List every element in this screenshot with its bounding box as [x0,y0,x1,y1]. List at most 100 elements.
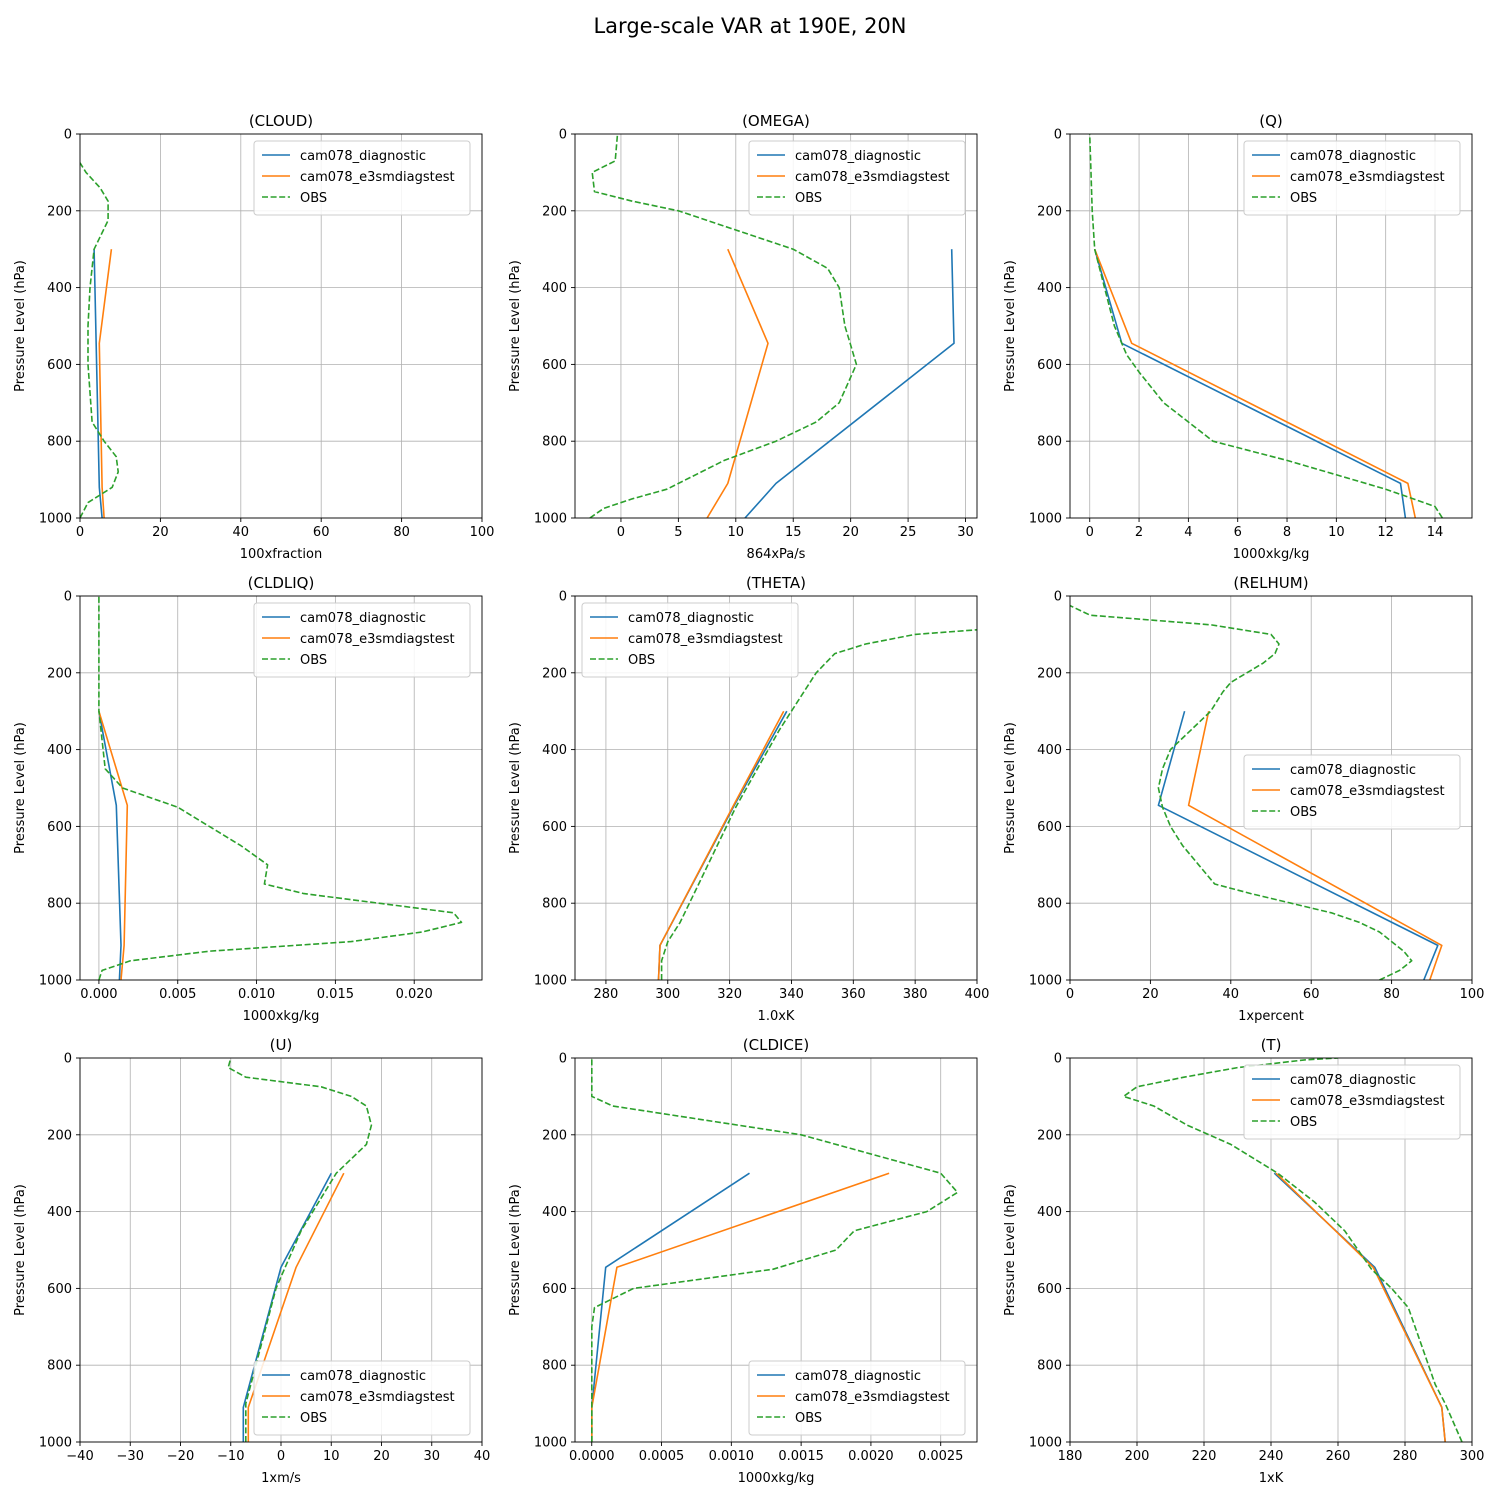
y-tick-label: 200 [47,1128,72,1143]
series-group [98,596,463,980]
x-tick-label: 2 [1135,525,1143,540]
y-tick-label: 0 [559,128,567,143]
series-group [1122,1058,1463,1442]
y-tick-label: 1000 [534,512,567,527]
x-tick-label: 0.010 [238,987,275,1002]
x-tick-label: 220 [1192,1449,1217,1464]
y-tick-label: 600 [1037,1282,1062,1297]
y-tick-label: 600 [47,358,72,373]
legend-label: OBS [1290,805,1317,820]
legend-label: OBS [300,1411,327,1426]
x-tick-label: 0.0015 [778,1449,824,1464]
series-line-cam078_diagnostic [98,711,122,980]
x-tick-label: 25 [900,525,917,540]
x-axis-label: 1xK [1259,1471,1284,1486]
x-tick-label: 80 [1383,987,1400,1002]
subplot-title: (CLOUD) [249,112,313,130]
legend-label: OBS [628,653,655,668]
y-tick-label: 800 [1037,1359,1062,1374]
y-tick-label: 800 [47,1359,72,1374]
x-tick-label: 10 [323,1449,340,1464]
x-tick-label: 0 [76,525,84,540]
y-tick-label: 200 [1037,1128,1062,1143]
x-tick-label: 100 [470,525,495,540]
x-tick-label: 0.0005 [639,1449,685,1464]
subplot-5: 280 300 320 340 360 380 400 0 200 400 600 800 1000 (T… [508,574,989,1024]
subplot-4: 0.000 0.005 0.010 0.015 0.020 0 200 400 600 800 10… [13,574,483,1024]
x-tick-label: 14 [1427,525,1444,540]
y-tick-label: 400 [542,1205,567,1220]
x-tick-label: 5 [674,525,682,540]
legend-box [748,1360,966,1436]
y-tick-label: 1000 [39,512,72,527]
axes-frame [79,133,483,519]
series-line-OBS [1122,1058,1463,1442]
series-group [227,1058,373,1442]
y-tick-label: 0 [64,128,72,143]
x-tick-label: 0 [1086,525,1094,540]
legend-label: cam078_diagnostic [1290,1073,1416,1088]
x-tick-label: 0 [277,1449,285,1464]
legend-label: cam078_diagnostic [1290,149,1416,164]
axes-frame [1069,133,1473,519]
legend-label: cam078_e3smdiagstest [1290,784,1445,799]
y-tick-label: 200 [47,666,72,681]
x-axis-label: 864xPa/s [747,547,806,562]
y-tick-label: 400 [1037,743,1062,758]
legend-label: cam078_diagnostic [795,149,921,164]
x-tick-label: 0.020 [396,987,433,1002]
legend-label: OBS [1290,191,1317,206]
y-tick-label: 0 [1054,128,1062,143]
legend: cam078_diagnostic cam078_e3smdiagstest OBS [253,140,471,216]
x-tick-label: 80 [393,525,410,540]
x-tick-label: 60 [1303,987,1320,1002]
legend-label: OBS [300,653,327,668]
series-line-OBS [590,1058,959,1442]
series-group [1088,134,1444,518]
series-line-cam078_diagnostic [1157,710,1439,980]
x-tick-label: 30 [423,1449,440,1464]
series-group [590,1058,959,1442]
series-line-cam078_e3smdiagstest [247,1172,345,1442]
y-axis-label: Pressure Level (hPa) [13,722,28,854]
x-tick-label: 4 [1184,525,1192,540]
x-tick-label: 20 [373,1449,390,1464]
legend-label: cam078_diagnostic [795,1369,921,1384]
axes-frame [574,595,978,981]
x-tick-label: 0 [1066,987,1074,1002]
y-tick-label: 200 [1037,204,1062,219]
legend: cam078_diagnostic cam078_e3smdiagstest OBS [1243,1064,1461,1140]
series-line-cam078_diagnostic [590,1172,750,1442]
y-tick-label: 0 [64,590,72,605]
series-line-cam078_diagnostic [93,249,103,518]
figure-title: Large-scale VAR at 190E, 20N [593,14,907,38]
legend-box [581,602,799,678]
legend-box [253,602,471,678]
x-tick-label: 320 [717,987,742,1002]
legend-label: cam078_diagnostic [300,611,426,626]
y-tick-label: 1000 [1029,512,1062,527]
legend-label: OBS [300,191,327,206]
legend-label: cam078_e3smdiagstest [1290,1094,1445,1109]
legend-label: cam078_diagnostic [628,611,754,626]
x-tick-label: 0.015 [317,987,354,1002]
y-tick-label: 600 [542,358,567,373]
legend: cam078_diagnostic cam078_e3smdiagstest OBS [748,140,966,216]
y-tick-label: 800 [1037,435,1062,450]
legend-label: OBS [1290,1115,1317,1130]
y-tick-label: 400 [47,1205,72,1220]
y-axis-label: Pressure Level (hPa) [1003,722,1018,854]
x-tick-label: −10 [217,1449,244,1464]
y-tick-label: 1000 [39,1436,72,1451]
x-tick-label: 40 [1223,987,1240,1002]
x-tick-label: 10 [728,525,745,540]
x-tick-label: 20 [842,525,859,540]
y-tick-label: 200 [1037,666,1062,681]
series-line-cam078_diagnostic [1273,1172,1446,1442]
y-tick-label: 400 [1037,281,1062,296]
series-line-cam078_diagnostic [744,249,955,518]
y-tick-label: 0 [559,1052,567,1067]
x-tick-label: 300 [1460,1449,1485,1464]
subplot-6: 0 20 40 60 80 10002004006008001000(RELHUM)1xp… [1003,574,1484,1024]
y-axis-label: Pressure Level (hPa) [508,722,523,854]
